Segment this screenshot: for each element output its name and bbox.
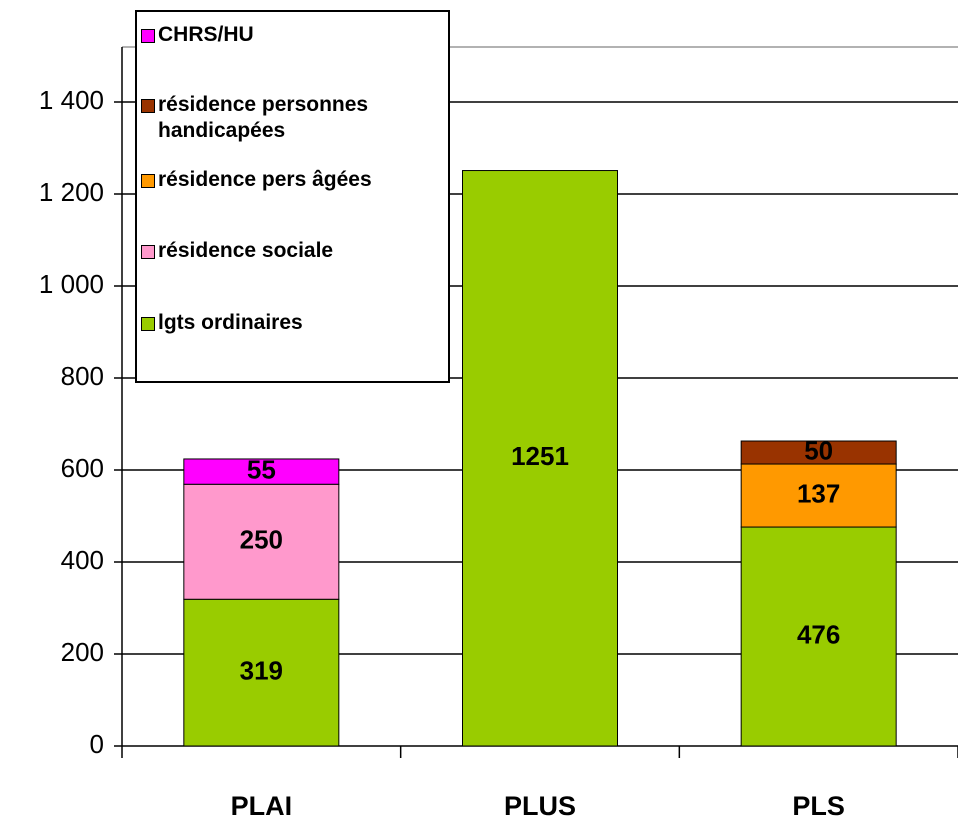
bar-segment: [183, 483, 340, 600]
y-tick-label: 200: [61, 637, 104, 667]
legend-swatch: [141, 174, 155, 188]
bar-segment: [740, 526, 897, 747]
data-label: 250: [240, 525, 283, 555]
bar-segment: [740, 440, 897, 465]
x-tick-label: PLUS: [504, 791, 576, 821]
bar-segment: [462, 170, 618, 747]
x-tick-label: PLS: [792, 791, 845, 821]
y-tick-label: 1 200: [39, 177, 104, 207]
legend-swatch: [141, 99, 155, 113]
bar-segment: [183, 458, 340, 485]
y-tick-label: 400: [61, 545, 104, 575]
legend-label: résidence pers âgées: [158, 168, 372, 191]
y-tick-label: 600: [61, 453, 104, 483]
legend-label: lgts ordinaires: [158, 311, 303, 334]
legend-entry: résidence personnes handicapées: [141, 92, 441, 144]
y-tick-label: 0: [90, 729, 104, 759]
legend-swatch: [141, 245, 155, 259]
legend-entry: résidence sociale: [141, 238, 441, 264]
data-label: 1251: [511, 441, 569, 471]
data-label: 55: [247, 454, 276, 484]
y-tick-label: 1 000: [39, 269, 104, 299]
legend-label: résidence sociale: [158, 239, 334, 262]
data-label: 137: [797, 478, 840, 508]
data-label: 50: [804, 435, 833, 465]
legend-label: résidence personnes handicapées: [158, 93, 369, 142]
data-label: 319: [240, 656, 283, 686]
legend-swatch: [141, 317, 155, 331]
legend-entry: résidence pers âgées: [141, 167, 441, 193]
legend: CHRS/HU résidence personnes handicapées ré…: [135, 10, 450, 383]
legend-label: CHRS/HU: [158, 23, 254, 46]
y-tick-label: 1 400: [39, 85, 104, 115]
legend-swatch: [141, 29, 155, 43]
legend-entry: CHRS/HU: [141, 22, 441, 48]
y-tick-label: 800: [61, 361, 104, 391]
data-label: 476: [797, 619, 840, 649]
legend-entry: lgts ordinaires: [141, 310, 441, 336]
bar-segment: [740, 463, 897, 528]
x-tick-label: PLAI: [231, 791, 293, 821]
